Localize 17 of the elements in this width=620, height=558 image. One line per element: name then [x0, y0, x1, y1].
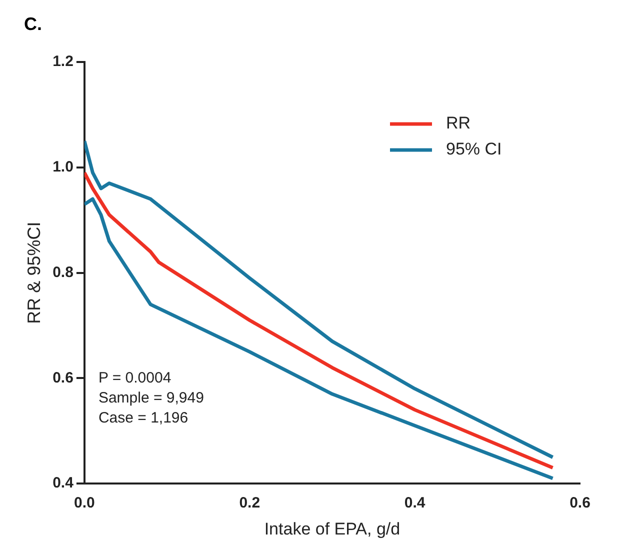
- x-axis-title: Intake of EPA, g/d: [264, 519, 400, 538]
- x-tick-label: 0.2: [239, 494, 260, 512]
- legend-label: RR: [446, 114, 471, 133]
- y-tick-label: 0.8: [52, 264, 74, 281]
- y-axis-title: RR & 95%CI: [24, 222, 44, 324]
- x-tick-label: 0.6: [570, 494, 590, 512]
- x-tick-label: 0.4: [404, 494, 426, 512]
- y-tick-label: 1.0: [52, 158, 74, 176]
- y-tick-label: 0.4: [52, 474, 74, 492]
- annotation: Sample = 9,949: [98, 389, 204, 406]
- y-tick-label: 1.2: [52, 53, 74, 70]
- chart-title: C.: [24, 14, 42, 35]
- x-tick-label: 0.0: [74, 494, 95, 512]
- annotation: Case = 1,196: [98, 409, 188, 426]
- y-tick-label: 0.6: [52, 369, 74, 386]
- legend-label: 95% CI: [446, 140, 502, 159]
- annotation: P = 0.0004: [98, 369, 172, 386]
